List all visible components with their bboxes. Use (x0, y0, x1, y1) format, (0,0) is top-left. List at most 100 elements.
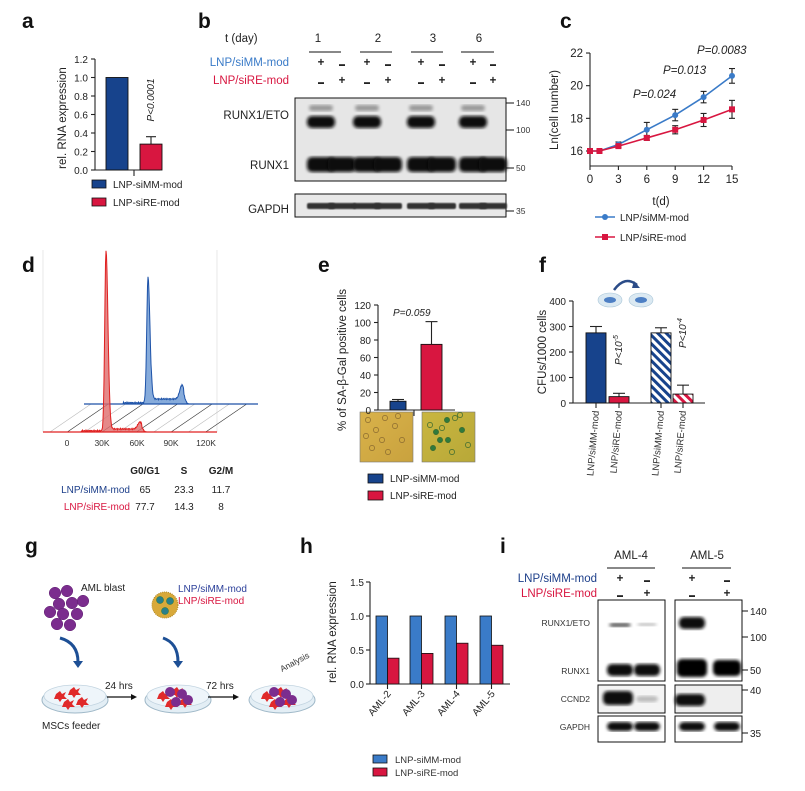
band-gapdh (714, 722, 740, 731)
band-gapdh (679, 722, 705, 731)
western-blot-i: AML-4 AML-5 LNP/siMM-mod LNP/siRE-mod RU… (518, 550, 767, 743)
band-runx1 (634, 664, 660, 676)
legend-label-sire: LNP-siRE-mod (390, 491, 457, 502)
bar-aml-4-simm (444, 615, 457, 685)
band-gapdh (307, 203, 335, 209)
legend-swatch-sire (372, 767, 388, 777)
table-header-g0g1: G0/G1 (130, 466, 160, 477)
cell (373, 427, 379, 433)
mw-label: 140 (516, 98, 530, 108)
day-label: 1 (315, 33, 321, 45)
band-runx1-eto (609, 623, 631, 627)
sirna-core (156, 596, 164, 604)
aml-cell (287, 695, 297, 705)
cell (430, 445, 436, 451)
y-tick-label: 1.0 (74, 74, 88, 85)
x-tick-label: AML-5 (470, 689, 498, 719)
data-point (596, 148, 603, 154)
x-tick-label: 3 (615, 174, 621, 186)
x-tick-label: 0 (587, 174, 593, 186)
x-tick-label: LNP/siRE-mod (609, 410, 625, 474)
cell (365, 417, 371, 423)
legend-label-sire: LNP-siRE-mod (395, 768, 458, 779)
panel-label-g: g (25, 535, 38, 558)
chart-c: Ln(cell number) t(d) P=0.024 P=0.013 P=0… (549, 45, 747, 244)
p-value-annotation: P<10-4 (677, 318, 689, 348)
y-tick-label: 100 (354, 319, 371, 330)
row-label-simm: LNP/siMM-mod (518, 573, 597, 585)
grid-line (49, 403, 92, 433)
legend-label-simm: LNP-siMM-mod (395, 755, 461, 766)
band-runx1 (328, 157, 356, 172)
band-faint (461, 105, 485, 111)
band-runx1 (307, 157, 335, 172)
y-tick-label: 20 (570, 81, 583, 93)
cell (445, 437, 451, 443)
arrow-down-2-head (173, 661, 183, 668)
sign-simm: + (617, 573, 624, 585)
western-blot-b: t (day) LNP/siMM-mod LNP/siRE-mod RUNX1/… (210, 33, 530, 218)
y-axis-label: rel. RNA expression (327, 581, 339, 683)
table-cell: 11.7 (212, 485, 231, 496)
cell (385, 449, 391, 455)
cell (439, 425, 445, 431)
y-tick-label: 22 (570, 48, 583, 60)
arrow-down-1-head (73, 661, 83, 668)
y-tick-label: 300 (549, 323, 566, 334)
sign-simm: ▬ (385, 62, 391, 68)
histogram-fill-simm (84, 276, 258, 404)
grid-line (170, 403, 213, 433)
colony-replating-icon (597, 279, 654, 308)
mw-label: 40 (750, 686, 762, 697)
band-runx1-eto (679, 617, 705, 629)
p-value-annotation: P<10-5 (613, 335, 625, 365)
aml-blast-label: AML blast (81, 583, 125, 594)
p-value-annotation: P<0.0001 (146, 78, 157, 121)
msc-cell (76, 697, 89, 708)
band-runx1-eto (353, 116, 381, 128)
x-tick-label: 30K (94, 438, 109, 448)
p-value-day12: P=0.013 (663, 65, 707, 77)
cell (457, 412, 463, 418)
p-value-day15: P=0.0083 (697, 45, 747, 57)
bar-aml-5-sire (491, 644, 504, 685)
day-label: 3 (430, 33, 436, 45)
x-tick-label: 60K (129, 438, 144, 448)
x-tick-label: 15 (726, 174, 739, 186)
y-tick-label: 0.2 (74, 148, 88, 159)
day-label: 6 (476, 33, 482, 45)
y-tick-label: 60 (360, 354, 372, 365)
bar-aml-4-sire (456, 642, 469, 685)
cell (369, 445, 375, 451)
x-axis-label: t(d) (652, 196, 669, 208)
sign-sire: + (644, 588, 651, 600)
sign-simm: + (689, 573, 696, 585)
legend-swatch-sire (91, 197, 107, 207)
y-tick-label: 400 (549, 297, 566, 308)
y-tick-label: 0.4 (74, 129, 88, 140)
band-gapdh (479, 203, 507, 209)
legend-swatch-simm (372, 754, 388, 764)
band-label-gapdh: GAPDH (248, 204, 289, 216)
sirna-core (161, 607, 169, 615)
grid-line (67, 403, 109, 433)
band-runx1-eto (459, 116, 487, 128)
table-cell: 65 (139, 485, 151, 496)
msc-cell (62, 699, 75, 710)
cell (452, 415, 458, 421)
legend-label-sire: LNP-siRE-mod (113, 198, 180, 209)
aml-cell (165, 687, 175, 697)
y-tick-label: 18 (570, 113, 583, 125)
histogram-line-sire (43, 250, 217, 433)
legend-label-simm: LNP/siMM-mod (620, 213, 689, 224)
sign-simm: ▬ (339, 62, 345, 68)
p-value-base: P<10 (678, 324, 689, 348)
bar-2 (650, 332, 672, 404)
y-tick-label: 120 (354, 301, 371, 312)
sign-sire: + (490, 75, 497, 87)
legend-swatch-simm (91, 179, 107, 189)
band-label-runx1: RUNX1 (561, 666, 590, 676)
grid-line (205, 403, 247, 433)
y-tick-label: 0.5 (350, 646, 364, 657)
bar-3 (672, 393, 694, 404)
